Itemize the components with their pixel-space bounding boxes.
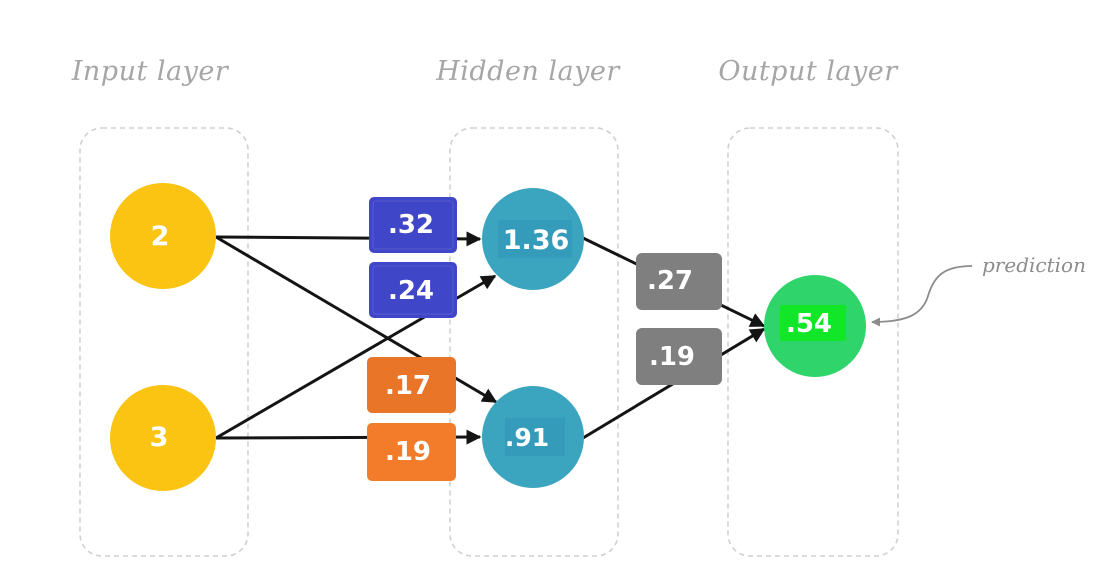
- hidden-node: 1.36: [482, 188, 584, 290]
- node-label: 3: [150, 422, 169, 453]
- weight-box: .17: [367, 357, 456, 413]
- weight-box: .19: [636, 328, 722, 385]
- input-node: 2: [110, 183, 216, 289]
- hidden-layer-box: [449, 127, 619, 557]
- node-label: .91: [505, 423, 549, 452]
- weight-label: .32: [388, 210, 434, 240]
- prediction-arrow: [871, 265, 973, 327]
- weight-box: .27: [636, 253, 722, 310]
- weight-box: .19: [367, 423, 456, 481]
- output-layer-title: Output layer: [718, 56, 899, 87]
- weight-label: .24: [388, 276, 434, 306]
- output-layer-box: [727, 127, 899, 557]
- node-label: 2: [151, 221, 170, 252]
- weight-label: .19: [385, 437, 431, 467]
- weight-label: .19: [649, 342, 695, 372]
- prediction-label: prediction: [982, 253, 1086, 277]
- hidden-layer-title: Hidden layer: [435, 56, 621, 87]
- weight-label: .27: [647, 266, 693, 296]
- weight-box: .24: [369, 262, 457, 318]
- node-label: 1.36: [503, 225, 570, 256]
- hidden-node: .91: [482, 386, 584, 488]
- node-label: .54: [786, 309, 832, 339]
- weight-box: .32: [369, 197, 457, 253]
- input-layer-box: [79, 127, 249, 557]
- input-node: 3: [110, 385, 216, 491]
- prediction-annotation: prediction: [871, 253, 1086, 327]
- input-layer-title: Input layer: [71, 56, 230, 87]
- weight-label: .17: [385, 371, 431, 401]
- output-node: .54: [764, 275, 866, 377]
